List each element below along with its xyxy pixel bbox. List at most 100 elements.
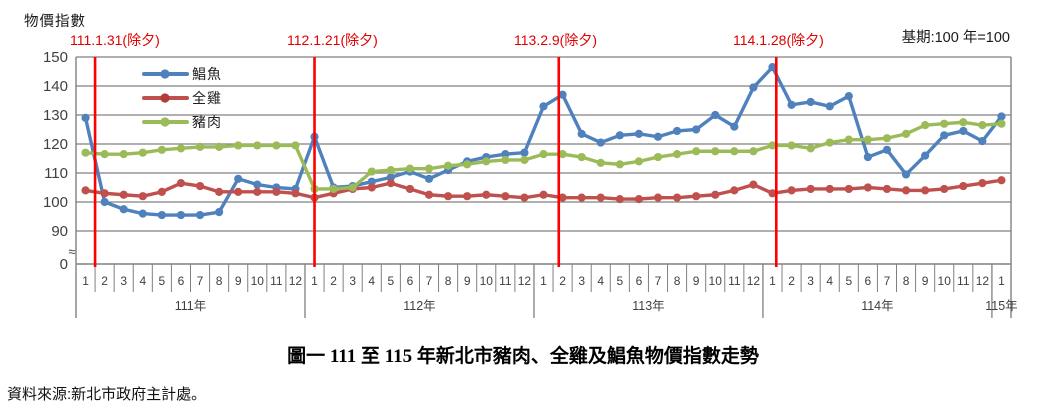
- legend-label-chicken: 全雞: [192, 90, 222, 106]
- series-marker-pomfret: [501, 150, 510, 159]
- event-annotation-111: 111.1.31(除夕): [70, 32, 160, 48]
- series-marker-pork: [901, 129, 911, 138]
- y-axis-tick-label: 0: [60, 256, 68, 273]
- series-marker-chicken: [157, 187, 166, 196]
- series-marker-pomfret: [978, 137, 987, 146]
- x-month-label: 10: [480, 274, 494, 288]
- series-marker-pomfret: [997, 112, 1006, 121]
- chicken-line-icon: [142, 93, 189, 103]
- x-month-label: 5: [388, 274, 395, 288]
- series-marker-pomfret: [577, 129, 586, 138]
- series-marker-chicken: [463, 192, 472, 201]
- series-marker-chicken: [81, 186, 90, 195]
- x-month-label: 11: [957, 274, 970, 288]
- x-month-label: 1: [769, 274, 776, 288]
- series-marker-chicken: [100, 189, 109, 198]
- series-marker-pork: [405, 164, 415, 173]
- x-month-label: 3: [578, 274, 585, 288]
- series-marker-pork: [634, 157, 644, 166]
- series-marker-pork: [119, 150, 128, 159]
- x-month-label: 1: [82, 274, 89, 288]
- series-marker-chicken: [921, 186, 930, 195]
- series-marker-pork: [367, 167, 376, 176]
- series-marker-chicken: [424, 190, 434, 199]
- series-marker-pork: [921, 121, 930, 130]
- series-marker-chicken: [978, 179, 987, 188]
- x-month-label: 10: [251, 274, 265, 288]
- x-month-label: 2: [788, 274, 795, 288]
- series-marker-chicken: [291, 189, 300, 198]
- chart-legend: 鯧魚 全雞 豬肉: [142, 62, 222, 134]
- series-marker-chicken: [901, 186, 911, 195]
- series-marker-pork: [653, 152, 663, 162]
- x-month-label: 11: [728, 274, 741, 288]
- series-marker-pork: [253, 141, 262, 150]
- x-month-label: 8: [674, 274, 681, 288]
- series-marker-pork: [539, 150, 548, 159]
- x-month-label: 5: [845, 274, 852, 288]
- series-marker-chicken: [386, 179, 395, 188]
- y-axis-tick-label: 100: [43, 194, 68, 211]
- series-marker-pork: [787, 141, 796, 150]
- series-marker-chicken: [768, 189, 777, 198]
- x-month-label: 6: [865, 274, 872, 288]
- axis-break-symbol: ≈: [68, 244, 75, 259]
- series-marker-pomfret: [863, 152, 872, 162]
- series-marker-pomfret: [81, 113, 90, 122]
- series-marker-pomfret: [215, 208, 224, 217]
- series-marker-pomfret: [539, 102, 548, 111]
- series-marker-pork: [482, 157, 491, 166]
- series-marker-pomfret: [844, 92, 853, 101]
- series-marker-chicken: [215, 187, 224, 196]
- x-month-label: 2: [330, 274, 337, 288]
- series-marker-pomfret: [558, 90, 567, 99]
- legend-label-pork: 豬肉: [192, 114, 222, 130]
- series-marker-chicken: [997, 176, 1006, 185]
- series-marker-pomfret: [100, 197, 109, 207]
- series-marker-chicken: [539, 190, 548, 199]
- x-month-label: 12: [747, 274, 761, 288]
- x-month-label: 7: [884, 274, 891, 288]
- series-marker-pork: [959, 118, 968, 127]
- x-month-label: 12: [518, 274, 532, 288]
- x-month-label: 3: [349, 274, 356, 288]
- x-month-label: 3: [120, 274, 127, 288]
- series-marker-pomfret: [692, 125, 701, 134]
- series-marker-chicken: [253, 187, 262, 196]
- x-year-label: 112年: [403, 299, 435, 313]
- x-month-label: 9: [464, 274, 471, 288]
- series-marker-pomfret: [959, 126, 968, 136]
- x-month-label: 2: [559, 274, 566, 288]
- event-annotation-113: 113.2.9(除夕): [514, 32, 597, 48]
- series-marker-chicken: [501, 192, 510, 201]
- event-annotation-114: 114.1.28(除夕): [733, 32, 824, 48]
- series-marker-chicken: [405, 184, 415, 194]
- series-marker-pork: [195, 142, 205, 151]
- x-month-label: 10: [709, 274, 723, 288]
- series-marker-pork: [157, 145, 166, 154]
- series-marker-chicken: [482, 190, 491, 199]
- series-marker-pomfret: [787, 100, 796, 109]
- y-axis-tick-label: 130: [43, 107, 68, 124]
- x-month-label: 4: [826, 274, 833, 288]
- series-marker-pomfret: [672, 126, 682, 136]
- x-month-label: 11: [499, 274, 512, 288]
- series-marker-pomfret: [386, 173, 395, 182]
- series-marker-chicken: [138, 192, 147, 201]
- series-marker-chicken: [959, 181, 968, 191]
- series-marker-pork: [424, 164, 434, 173]
- x-month-label: 9: [235, 274, 242, 288]
- series-marker-pork: [558, 150, 567, 159]
- series-marker-pomfret: [940, 131, 949, 140]
- x-month-label: 5: [159, 274, 166, 288]
- series-marker-chicken: [596, 193, 605, 202]
- series-marker-pork: [463, 160, 472, 169]
- series-marker-pork: [615, 160, 624, 169]
- x-month-label: 8: [445, 274, 452, 288]
- series-marker-pork: [997, 119, 1006, 128]
- series-marker-pomfret: [615, 131, 624, 140]
- series-marker-pork: [806, 144, 815, 153]
- series-marker-pomfret: [195, 210, 205, 220]
- series-marker-chicken: [615, 195, 624, 204]
